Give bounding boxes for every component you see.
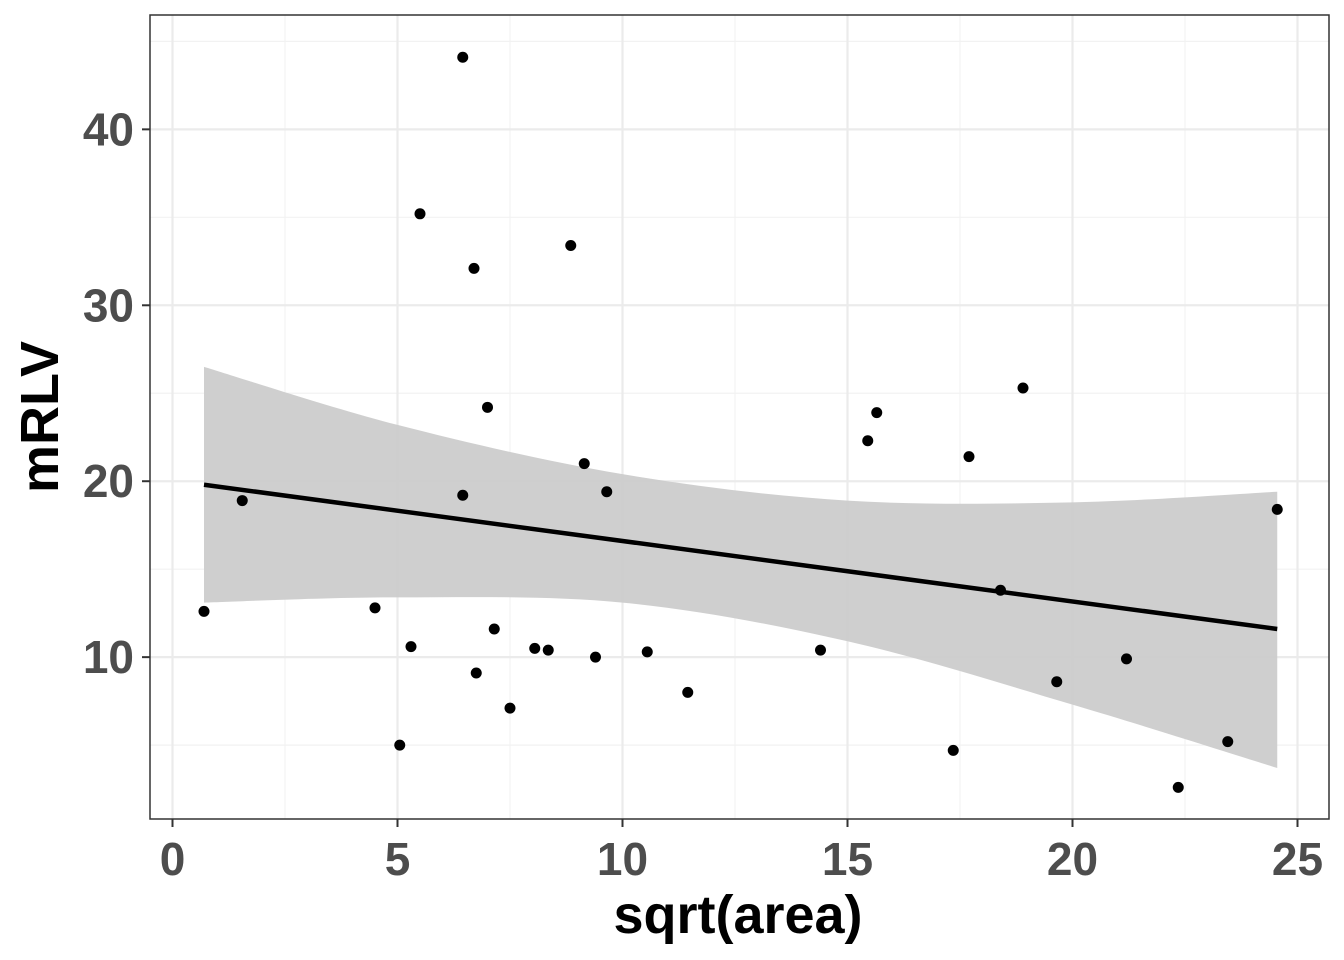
data-point <box>529 642 541 654</box>
data-point <box>482 401 493 413</box>
y-axis-ticks: 10 20 30 40 <box>83 103 150 683</box>
confidence-band-area <box>204 366 1278 768</box>
data-point <box>394 739 406 751</box>
data-point <box>457 51 469 63</box>
data-point <box>470 667 482 679</box>
data-point <box>601 486 613 498</box>
data-point <box>1051 676 1063 688</box>
y-tick-label: 10 <box>83 631 134 683</box>
data-point <box>871 407 883 419</box>
data-point <box>405 641 417 653</box>
data-point <box>236 495 248 507</box>
data-point <box>198 605 210 617</box>
x-tick-label: 10 <box>597 833 648 885</box>
data-point <box>862 435 874 447</box>
data-point <box>369 602 381 614</box>
confidence-band <box>204 366 1278 768</box>
data-point <box>1222 736 1234 748</box>
data-point <box>1271 503 1283 515</box>
y-axis-title: mRLV <box>10 341 70 493</box>
x-axis-ticks: 0 5 10 15 20 25 <box>160 819 1323 885</box>
data-point <box>488 623 500 635</box>
data-point <box>815 644 826 656</box>
regression-line <box>203 482 1278 632</box>
y-tick-label: 30 <box>83 279 134 331</box>
major-gridlines <box>150 15 1329 819</box>
data-point <box>542 644 554 656</box>
x-tick-label: 15 <box>822 833 873 885</box>
data-point <box>468 262 480 274</box>
data-point <box>641 646 653 658</box>
y-tick-label: 40 <box>83 103 134 155</box>
regression-line-group <box>203 482 1278 632</box>
data-point <box>504 702 516 714</box>
panel-border <box>149 14 1330 820</box>
data-point <box>1121 653 1132 665</box>
data-points <box>198 51 1283 793</box>
x-tick-label: 5 <box>385 833 411 885</box>
x-tick-label: 0 <box>160 833 186 885</box>
y-tick-label: 20 <box>83 455 134 507</box>
data-point <box>578 458 590 470</box>
data-point <box>457 489 469 501</box>
x-tick-label: 20 <box>1047 833 1098 885</box>
data-point <box>590 651 601 663</box>
data-point <box>565 239 577 251</box>
x-axis-title: sqrt(area) <box>613 885 862 945</box>
data-point <box>1172 781 1184 793</box>
data-point <box>414 208 426 220</box>
x-tick-label: 25 <box>1272 833 1323 885</box>
data-point <box>682 686 694 698</box>
data-point <box>963 451 975 463</box>
data-point <box>1017 382 1029 394</box>
data-point <box>947 744 959 756</box>
